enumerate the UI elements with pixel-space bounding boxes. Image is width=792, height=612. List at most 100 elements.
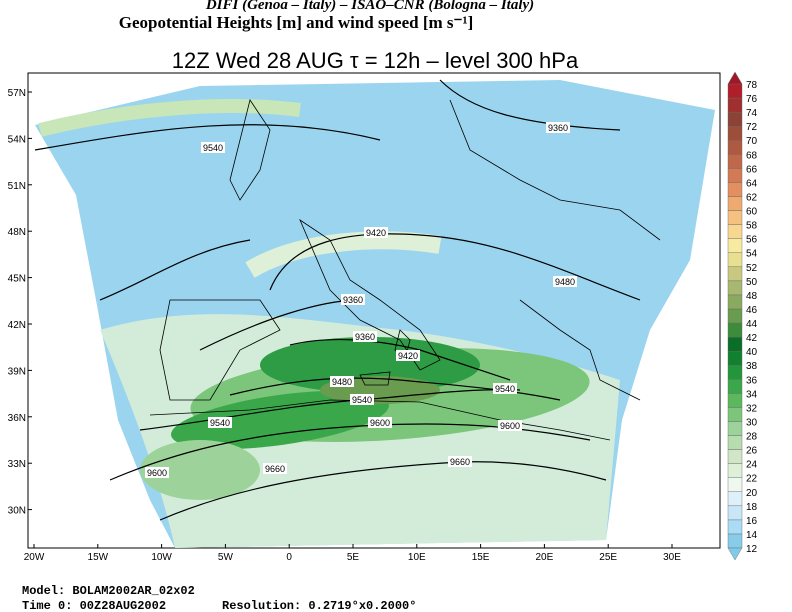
colorbar-label: 18 [746,502,758,513]
colorbar-label: 54 [746,249,758,260]
colorbar-swatch [727,505,743,521]
colorbar-swatch [727,252,743,267]
colorbar-label: 34 [746,389,758,400]
contour-label: 9420 [398,351,418,361]
title: 12Z Wed 28 AUG τ = 12h – level 300 hPa [172,48,579,73]
colorbar-swatch [727,350,743,366]
colorbar-high-arrow [727,71,743,85]
colorbar-swatch [727,224,743,239]
colorbar-low-arrow [727,547,743,561]
contour-label-bg [350,394,374,405]
colorbar-swatch [727,519,743,535]
colorbar-label: 48 [746,291,758,302]
map [27,72,721,549]
colorbar-swatch [727,533,743,549]
institutions: DIFI (Genoa – Italy) – ISAO–CNR (Bologna… [205,0,534,13]
colorbar-label: 22 [746,474,758,485]
contour-label: 9600 [370,418,390,428]
colorbar-label: 46 [746,305,758,316]
colorbar-label: 12 [746,544,758,555]
colorbar-swatch [727,463,743,478]
lat-label: 33N [8,459,26,470]
model: Model: BOLAM2002AR_02x02 [22,584,195,598]
colorbar-swatch [727,365,743,380]
colorbar-label: 56 [746,235,758,246]
contour-label: 9660 [450,457,470,467]
contour-label-bg [364,227,388,238]
contour-label: 9360 [343,295,363,305]
lat-label: 39N [8,366,26,377]
colorbar-swatch [727,336,743,352]
contour-label: 9660 [265,464,285,474]
colorbar-swatch [727,435,743,450]
lat-label: 30N [8,506,26,517]
colorbar-label: 64 [746,178,758,189]
contour-label-bg [263,463,287,474]
contour-label-bg [396,350,420,361]
lon-label: 5W [218,552,234,563]
contour-labels: 9540936094209480936093609420948095409540… [145,122,577,478]
coastlines [149,99,661,441]
colorbar-label: 72 [746,122,758,133]
resolution: Resolution: 0.2719°x0.2000° [222,599,416,612]
colorbar-swatch [727,449,743,464]
axes: 57N 54N 51N 48N 45N 42N 39N 36N 33N 30N 20W 15W 10W 5… [8,88,682,563]
colorbar-swatch [727,393,743,408]
colorbar-label: 78 [746,80,758,91]
colorbar-label: 38 [746,361,758,372]
colorbar-swatch [727,280,743,296]
lat-label: 45N [8,274,26,285]
contour-label-bg [448,456,472,467]
lon-label: 20E [536,552,554,563]
colorbar-swatch [727,308,743,324]
colorbar-label: 68 [746,150,758,161]
colorbar-label: 36 [746,375,758,386]
colorbar-swatch [727,407,743,422]
colorbar-swatch [727,83,743,99]
contour-label: 9600 [500,421,520,431]
contour-label: 9360 [548,123,568,133]
contour-label: 9540 [352,395,372,405]
colorbar-label: 32 [746,403,758,414]
colorbar-label: 14 [746,530,758,541]
colorbar-swatch [727,125,743,141]
colorbar-label: 30 [746,417,758,428]
contour-label-bg [208,417,232,428]
colorbar-label: 52 [746,263,758,274]
colorbar-label: 26 [746,446,758,457]
contour-label-bg [353,331,377,342]
lon-label: 10E [408,552,426,563]
contour-label: 9480 [332,377,352,387]
colorbar-label: 74 [746,108,758,119]
colorbar-label: 60 [746,207,758,218]
lon-label: 15E [472,552,490,563]
colorbar-swatch [727,491,743,507]
lon-label: 10W [151,552,172,563]
colorbar-swatch [727,379,743,394]
colorbar-label: 16 [746,516,758,527]
colorbar-label: 44 [746,319,758,330]
contour-label: 9480 [555,277,575,287]
lon-label: 20W [24,552,45,563]
contour-label-bg [553,276,577,287]
lon-label: 15W [88,552,109,563]
colorbar-label: 20 [746,488,758,499]
lat-label: 36N [8,413,26,424]
lat-label: 57N [8,88,26,99]
colorbar-swatch [727,140,743,155]
contour-label: 9540 [203,143,223,153]
contour-label-bg [341,294,365,305]
colorbar-swatch [727,154,743,169]
colorbar-swatch [727,196,743,211]
colorbar-swatch [727,111,743,127]
lon-label: 25E [599,552,617,563]
colorbar-swatch [727,182,743,197]
colorbar-swatch [727,294,743,310]
contour-label: 9540 [210,418,230,428]
colorbar-swatch [727,322,743,338]
lat-label: 51N [8,181,26,192]
contour-label-bg [145,467,169,478]
colorbar-swatch [727,97,743,113]
